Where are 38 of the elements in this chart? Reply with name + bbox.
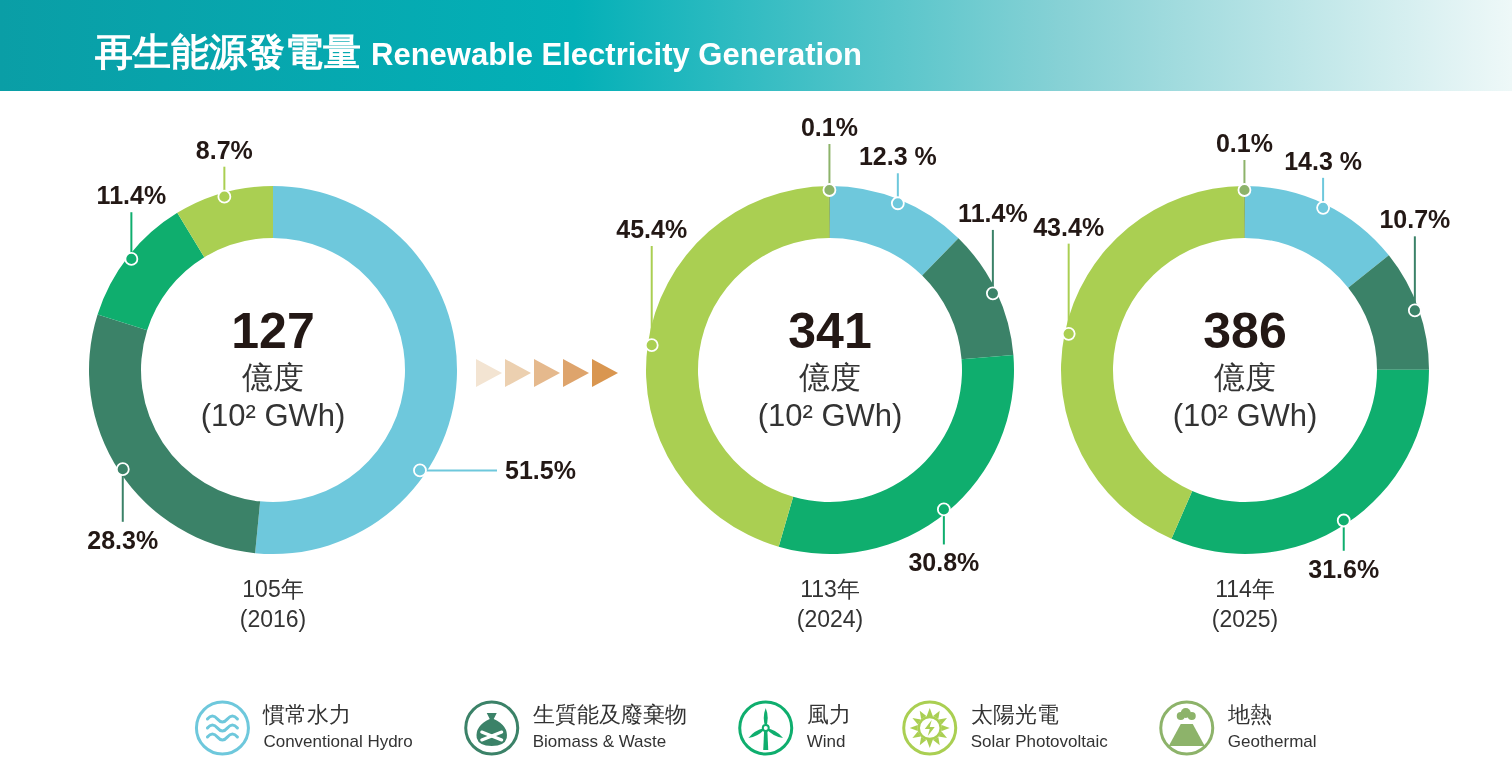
donut-slice xyxy=(177,186,273,258)
legend-label: 生質能及廢棄物 Biomass & Waste xyxy=(532,702,687,751)
data-label: 30.8% xyxy=(908,548,980,577)
text: 341 xyxy=(788,303,872,359)
text: (10² GWh) xyxy=(757,398,903,433)
text: 127 xyxy=(231,303,315,359)
data-label: 51.5% xyxy=(505,456,576,485)
text: (2025) xyxy=(1211,606,1279,632)
text: 386 xyxy=(1203,303,1287,359)
legend-label: 地熱 Geothermal xyxy=(1226,702,1317,751)
text: (2016) xyxy=(239,606,307,632)
text: 113年 xyxy=(800,576,860,602)
text: (2024) xyxy=(796,606,864,632)
data-label: 10.7% xyxy=(1379,205,1451,234)
donut-slice xyxy=(97,212,205,331)
data-label: 43.4% xyxy=(1033,212,1105,241)
text: 億度 xyxy=(799,360,861,395)
text: 114年 xyxy=(1215,576,1275,602)
text: (10² GWh) xyxy=(200,398,346,433)
text: 億度 xyxy=(1214,360,1276,395)
data-label: 31.6% xyxy=(1308,554,1380,583)
legend-label: 太陽光電 Solar Photovoltaic xyxy=(970,702,1109,751)
data-label: 0.1% xyxy=(800,113,858,141)
text: (10² GWh) xyxy=(1172,398,1318,433)
data-label: 14.3 % xyxy=(1284,146,1363,175)
data-label: 12.3 % xyxy=(858,142,937,171)
data-label: 8.7% xyxy=(195,135,253,164)
text: 億度 xyxy=(242,360,304,395)
legend-label: 風力 Wind xyxy=(806,702,851,751)
data-label: 28.3% xyxy=(87,525,159,554)
text: 再生能源發電量 Renewable Electricity Generation xyxy=(94,31,863,73)
data-label: 11.4% xyxy=(96,181,167,210)
legend-label: 慣常水力 Conventional Hydro xyxy=(262,702,413,751)
data-label: 11.4% xyxy=(958,198,1028,227)
data-label: 0.1% xyxy=(1215,129,1273,157)
donut-slice xyxy=(830,186,959,276)
text: 105年 xyxy=(242,576,304,602)
data-label: 45.4% xyxy=(616,215,688,244)
